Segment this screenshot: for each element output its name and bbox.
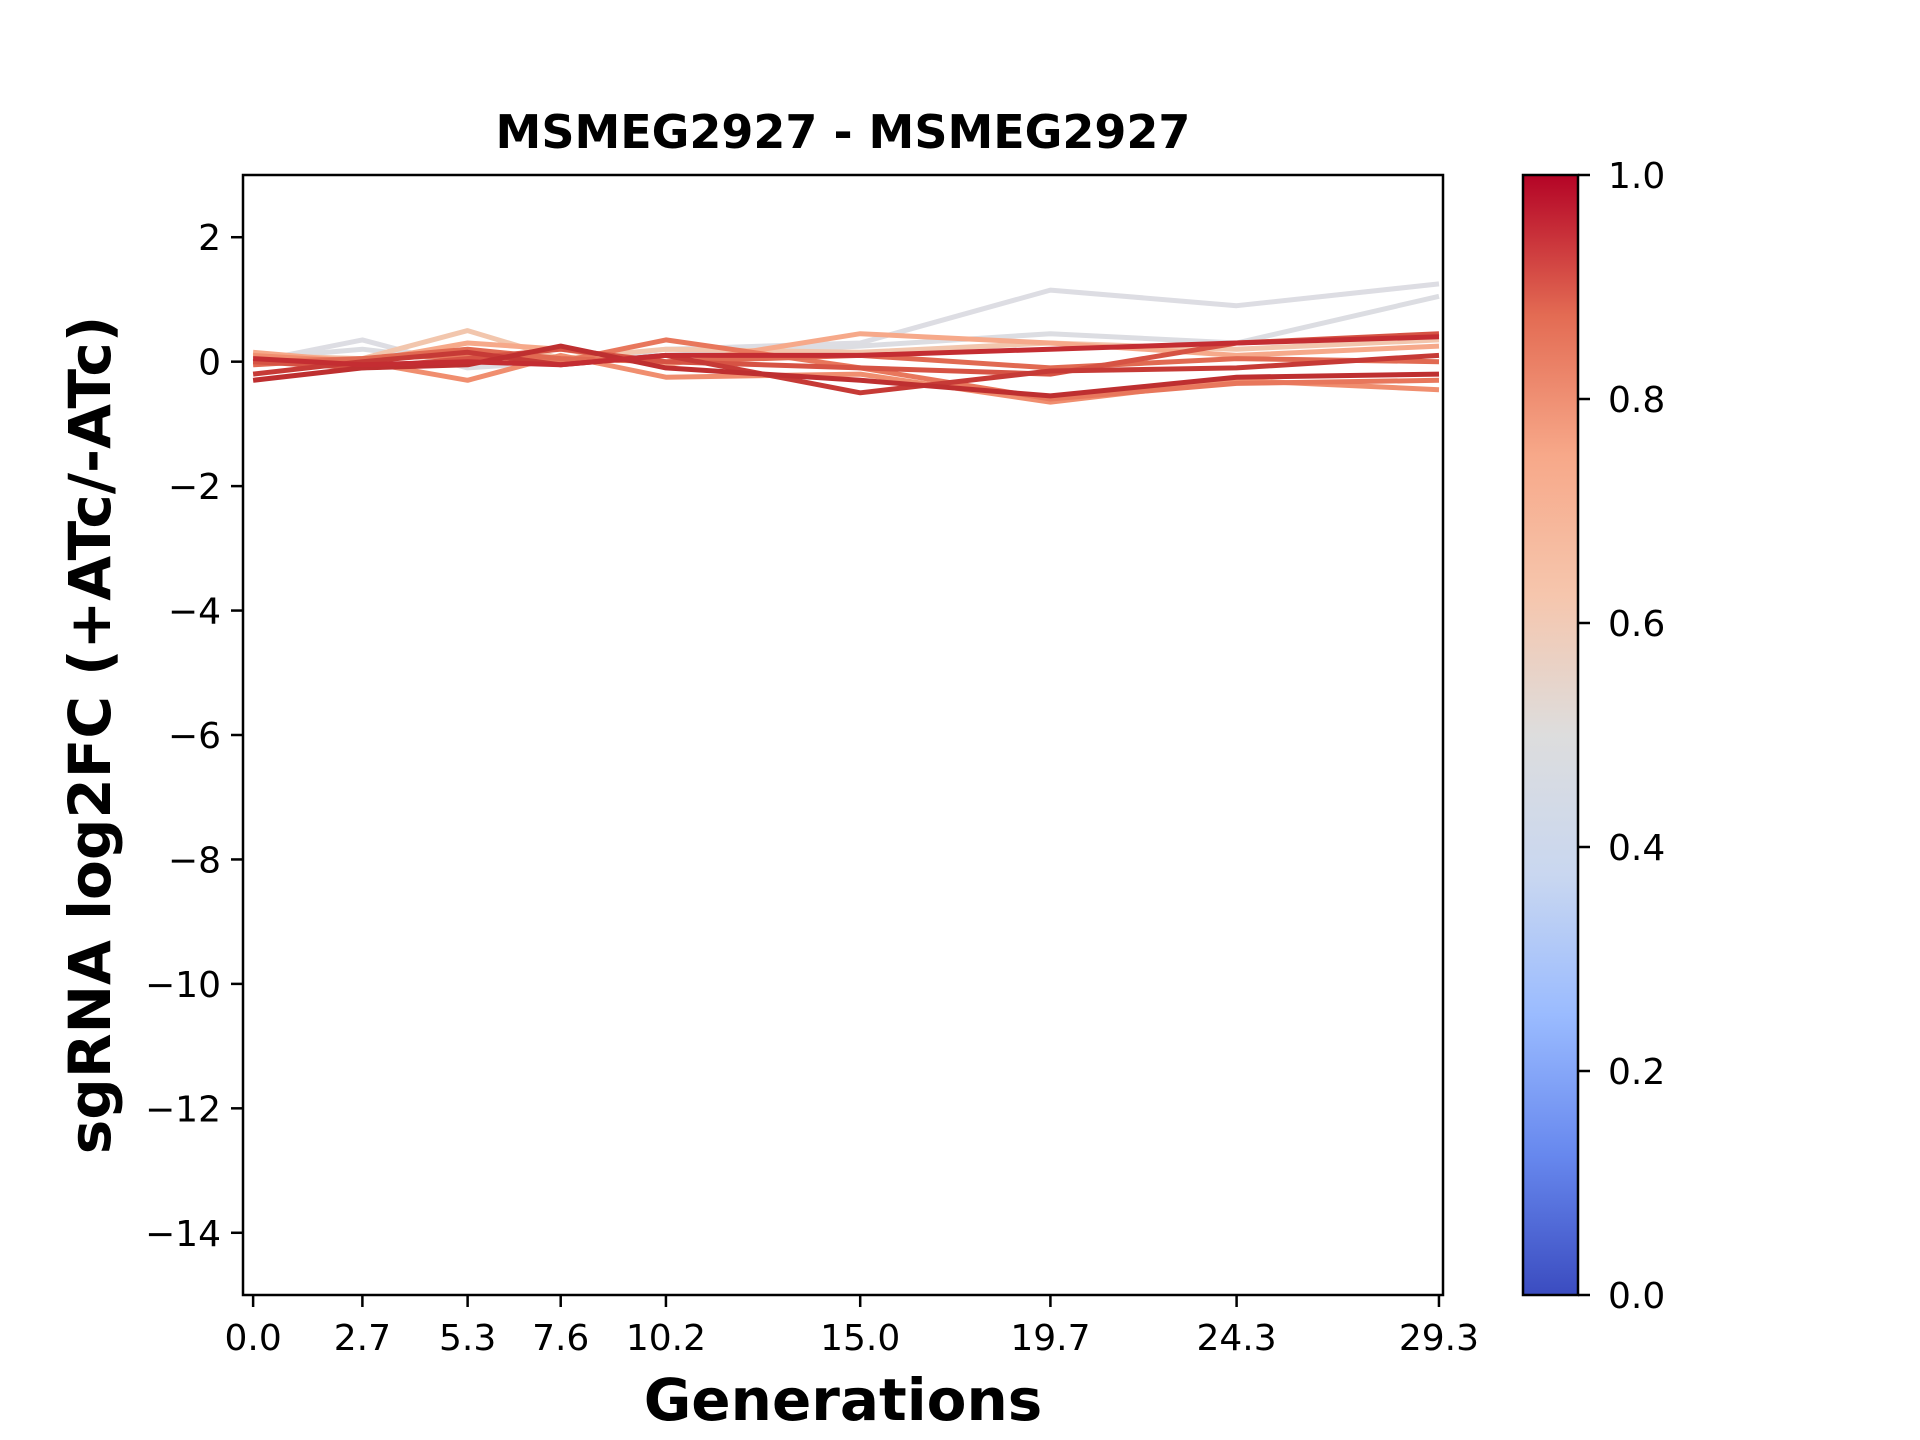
y-tick-label: −14 [145, 1214, 221, 1255]
y-axis-label: sgRNA log2FC (+ATc/-ATc) [56, 316, 124, 1154]
chart-title: MSMEG2927 - MSMEG2927 [496, 105, 1191, 159]
y-tick-label: 2 [198, 218, 221, 259]
colorbar-tick-label: 1.0 [1608, 156, 1665, 197]
y-tick-label: −6 [168, 716, 221, 757]
colorbar-tick-label: 0.6 [1608, 604, 1665, 645]
x-tick-label: 15.0 [820, 1318, 900, 1359]
colorbar-tick-label: 0.4 [1608, 828, 1665, 869]
y-tick-label: 0 [198, 343, 221, 384]
y-tick-label: −8 [168, 840, 221, 881]
x-tick-label: 7.6 [532, 1318, 589, 1359]
y-tick-label: −4 [168, 592, 221, 633]
y-axis: 2 0 −2 −4 −6 −8 −10 −12 −14 [145, 218, 243, 1255]
colorbar-tick-label: 0.0 [1608, 1276, 1665, 1317]
series-line-11 [252, 334, 1440, 368]
y-tick-label: −12 [145, 1089, 221, 1130]
colorbar-tick-label: 0.2 [1608, 1052, 1665, 1093]
x-tick-label: 29.3 [1399, 1318, 1479, 1359]
x-tick-label: 2.7 [334, 1318, 391, 1359]
x-tick-label: 19.7 [1010, 1318, 1090, 1359]
y-tick-label: −10 [145, 965, 221, 1006]
x-tick-label: 24.3 [1197, 1318, 1277, 1359]
y-tick-label: −2 [168, 467, 221, 508]
series-line-10 [252, 343, 1440, 399]
x-axis: 0.0 2.7 5.3 7.6 10.2 15.0 19.7 24.3 29.3 [224, 1295, 1479, 1359]
colorbar-tick-label: 0.8 [1608, 380, 1665, 421]
colorbar-axis: 0.0 0.2 0.4 0.6 0.8 1.0 [1578, 156, 1665, 1317]
x-tick-label: 0.0 [224, 1318, 281, 1359]
x-axis-label: Generations [644, 1366, 1043, 1434]
colorbar [1521, 173, 1580, 1297]
x-tick-label: 10.2 [626, 1318, 706, 1359]
series-layer [252, 281, 1440, 405]
x-tick-label: 5.3 [439, 1318, 496, 1359]
